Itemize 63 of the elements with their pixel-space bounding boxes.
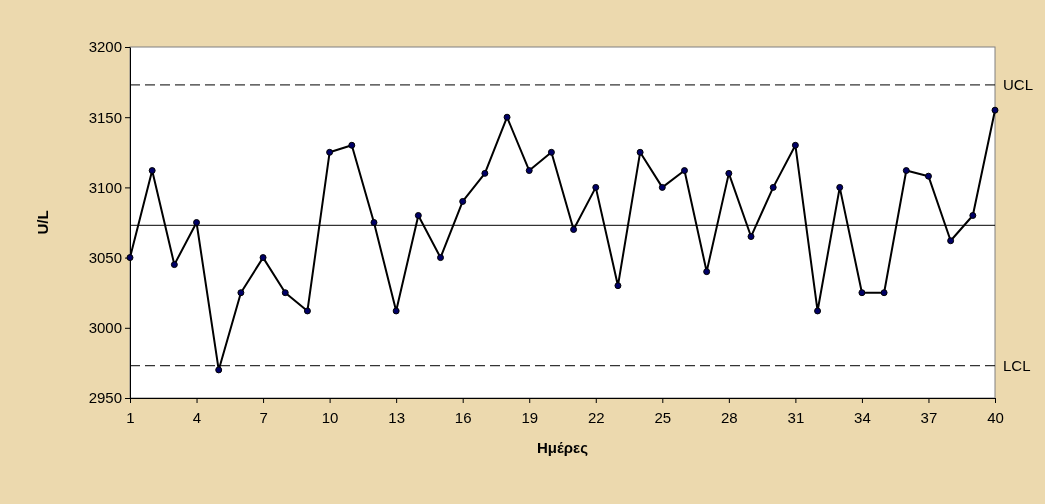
point bbox=[924, 172, 932, 180]
point bbox=[725, 169, 733, 177]
x-tick-label: 31 bbox=[787, 408, 805, 426]
x-tick-label: 25 bbox=[654, 408, 672, 426]
point bbox=[902, 167, 910, 175]
x-tick-label: 37 bbox=[920, 408, 938, 426]
x-tick-label: 19 bbox=[521, 408, 539, 426]
point bbox=[193, 219, 201, 226]
point bbox=[836, 183, 844, 191]
x-axis-title: Ημέρες bbox=[537, 439, 589, 456]
x-tick-label: 7 bbox=[259, 408, 268, 426]
y-tick-label: 3200 bbox=[88, 38, 122, 56]
point bbox=[259, 254, 267, 262]
point bbox=[481, 169, 489, 177]
point bbox=[814, 307, 822, 315]
point bbox=[547, 148, 555, 156]
point bbox=[614, 282, 622, 290]
x-tick-label: 34 bbox=[854, 408, 871, 426]
point bbox=[592, 183, 600, 191]
y-tick-label: 3000 bbox=[88, 319, 122, 337]
point bbox=[525, 167, 533, 175]
y-axis-title: U/L bbox=[34, 210, 51, 235]
point bbox=[437, 254, 444, 262]
ref-line-label: LCL bbox=[1003, 356, 1031, 374]
point bbox=[348, 141, 356, 149]
point bbox=[969, 212, 977, 219]
x-tick-label: 10 bbox=[321, 408, 339, 426]
point bbox=[703, 268, 711, 276]
point bbox=[769, 183, 777, 191]
point bbox=[148, 167, 156, 175]
point bbox=[791, 141, 799, 149]
y-tick-label: 3050 bbox=[88, 248, 122, 266]
y-tick-label: 3150 bbox=[88, 108, 122, 126]
point bbox=[303, 307, 311, 315]
point bbox=[215, 366, 223, 374]
x-tick-label: 13 bbox=[388, 408, 405, 426]
point bbox=[281, 289, 289, 297]
point bbox=[326, 148, 334, 156]
point bbox=[414, 212, 422, 219]
point bbox=[658, 183, 666, 191]
point bbox=[503, 113, 511, 121]
point bbox=[636, 148, 644, 156]
x-tick-label: 4 bbox=[192, 408, 202, 426]
point bbox=[681, 167, 688, 175]
point bbox=[237, 289, 245, 297]
y-tick-label: 3100 bbox=[88, 178, 122, 196]
point bbox=[747, 233, 755, 241]
y-tick-label: 2950 bbox=[88, 389, 122, 407]
ref-line-label: UCL bbox=[1003, 75, 1034, 93]
x-tick-label: 16 bbox=[454, 408, 472, 426]
point bbox=[170, 261, 178, 269]
point bbox=[570, 226, 578, 233]
point bbox=[947, 237, 955, 245]
x-tick-label: 28 bbox=[721, 408, 738, 426]
x-tick-label: 1 bbox=[126, 408, 135, 426]
point bbox=[880, 289, 888, 297]
point bbox=[459, 197, 467, 205]
x-tick-label: 22 bbox=[587, 408, 605, 426]
point bbox=[858, 289, 866, 297]
point bbox=[370, 219, 378, 226]
point bbox=[392, 307, 400, 315]
point bbox=[991, 106, 999, 114]
x-tick-label: 40 bbox=[987, 408, 1004, 426]
